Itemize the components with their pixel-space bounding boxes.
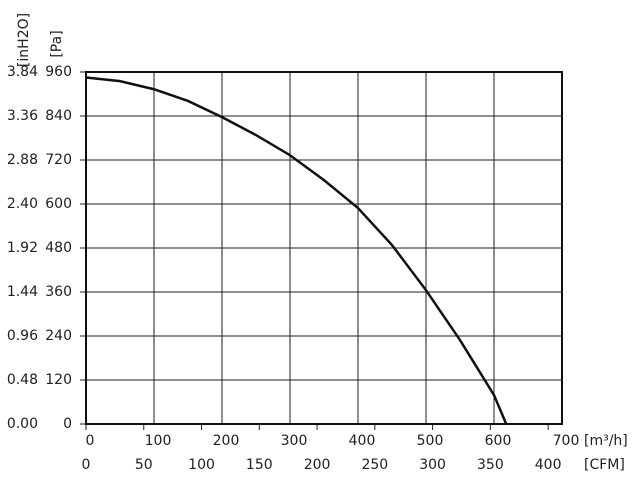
x-axis-label: [m³/h]: [584, 433, 628, 449]
x-tick-label: 300: [281, 433, 308, 449]
y2-tick-label: 1.44: [7, 284, 38, 300]
x2-tick-label: 400: [535, 457, 562, 473]
plot-frame: [85, 71, 563, 425]
y2-axis-label: [inH2O]: [16, 13, 32, 67]
y-tick-label: 360: [45, 284, 72, 300]
x2-tick-label: 50: [135, 457, 153, 473]
x2-tick-label: 250: [361, 457, 388, 473]
x2-tick-label: 350: [477, 457, 504, 473]
x2-tick-label: 150: [246, 457, 273, 473]
y2-tick-label: 2.40: [7, 196, 38, 212]
x-tick-label: 400: [349, 433, 376, 449]
x2-tick-label: 100: [188, 457, 215, 473]
y-tick-label: 960: [45, 64, 72, 80]
y-tick-label: 840: [45, 108, 72, 124]
y2-tick-label: 3.36: [7, 108, 38, 124]
y2-tick-label: 0.48: [7, 372, 38, 388]
curve: [85, 76, 508, 425]
y-axis-label: [Pa]: [49, 30, 65, 57]
x2-tick-label: 0: [82, 457, 91, 473]
y2-tick-label: 2.88: [7, 152, 38, 168]
x-tick-label: 100: [145, 433, 172, 449]
y-tick-label: 720: [45, 152, 72, 168]
x-tick-label: 0: [86, 433, 95, 449]
x-tick-label: 700: [553, 433, 580, 449]
y-tick-label: 240: [45, 328, 72, 344]
x-tick-label: 200: [213, 433, 240, 449]
y-tick-label: 600: [45, 196, 72, 212]
y2-tick-label: 0.00: [7, 416, 38, 432]
y-tick-label: 0: [63, 416, 72, 432]
x2-tick-label: 200: [304, 457, 331, 473]
y2-tick-label: 1.92: [7, 240, 38, 256]
x2-axis-label: [CFM]: [584, 457, 625, 473]
y2-tick-label: 3.84: [7, 64, 38, 80]
x-tick-label: 500: [417, 433, 444, 449]
x-tick-label: 600: [485, 433, 512, 449]
x2-tick-label: 300: [419, 457, 446, 473]
y-tick-label: 120: [45, 372, 72, 388]
y2-tick-label: 0.96: [7, 328, 38, 344]
y-tick-label: 480: [45, 240, 72, 256]
